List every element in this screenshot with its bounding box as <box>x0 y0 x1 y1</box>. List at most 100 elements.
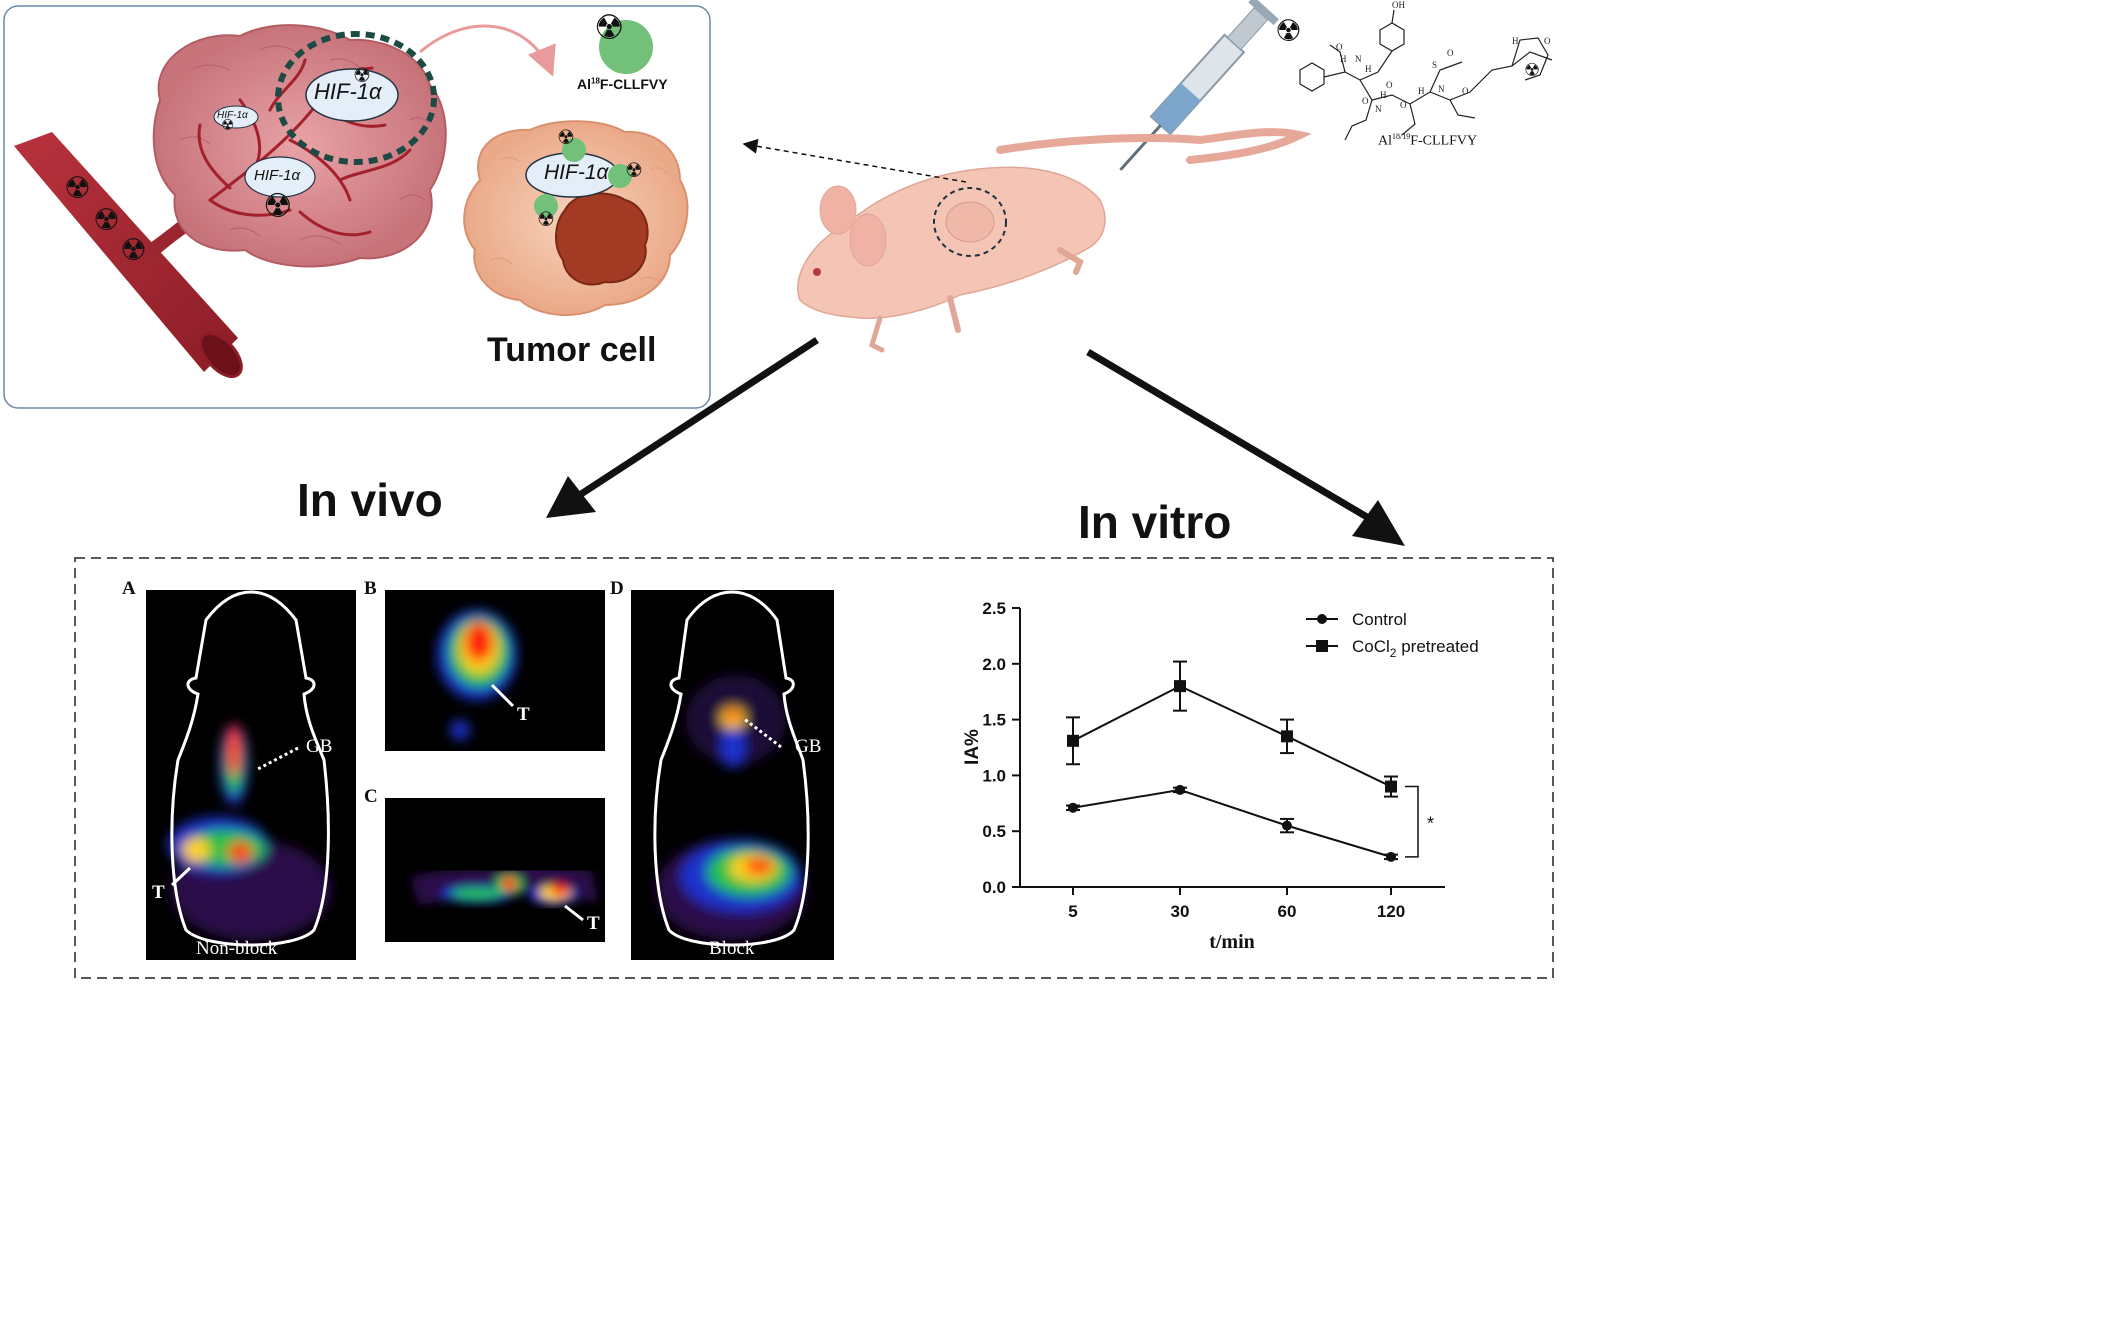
chem-tracer-label: Al18/19F-CLLFVY <box>1378 132 1478 149</box>
chem-atom-label: H <box>1512 36 1519 46</box>
tumor-label-b: T <box>517 704 530 725</box>
chem-atom-label: O <box>1400 100 1407 110</box>
pet-image-a <box>168 590 331 947</box>
chem-atom-label: O <box>1447 48 1454 58</box>
pet-image-b <box>437 610 517 740</box>
x-tick-label: 120 <box>1377 902 1405 921</box>
data-point <box>1281 730 1293 743</box>
y-tick-label: 0.5 <box>982 822 1006 841</box>
radiation-icon: ☢ <box>221 117 235 134</box>
chem-atom-label: N <box>1375 104 1382 114</box>
pet-letter-a: A <box>122 578 136 599</box>
pet-panel-d: Block GB <box>631 590 834 960</box>
hif-ellipse-large <box>305 68 399 122</box>
y-tick-label: 2.0 <box>982 655 1006 674</box>
chemical-structure <box>1299 9 1553 141</box>
radiation-icon: ☢ <box>93 204 120 237</box>
figure: 0.0 0.5 1.0 1.5 2.0 2.5 5 30 60 120 t/min IA% Contro… <box>3 0 1554 979</box>
data-point <box>1068 802 1078 813</box>
hif-label-large: HIF-1α <box>314 79 382 104</box>
x-tick-label: 60 <box>1278 902 1297 921</box>
radiation-icon: ☢ <box>594 9 625 47</box>
tracer-arrow <box>419 24 556 77</box>
pet-panel-c: T <box>385 798 605 942</box>
x-tick-label: 30 <box>1171 902 1190 921</box>
chem-atom-label: OH <box>1392 0 1405 10</box>
data-point <box>1386 851 1396 862</box>
chem-atom-label: O <box>1336 42 1343 52</box>
gb-label-d: GB <box>795 736 822 757</box>
tracer-ligand <box>599 20 653 74</box>
gb-label-a: GB <box>306 736 333 757</box>
data-point <box>1175 784 1185 795</box>
radiation-icon: ☢ <box>1524 60 1541 80</box>
pet-letter-d: D <box>610 578 624 599</box>
significance-bracket <box>1405 785 1419 858</box>
hif-label-cell: HIF-1α <box>544 161 609 184</box>
legend-marker <box>1316 640 1328 652</box>
legend-label: Control <box>1352 610 1407 629</box>
data-point <box>1067 734 1079 747</box>
data-point <box>1385 780 1397 793</box>
legend-label: CoCl2 pretreated <box>1352 637 1479 660</box>
chem-atom-label: O <box>1462 86 1469 96</box>
radiation-icon: ☢ <box>557 127 575 149</box>
mouse <box>797 128 1312 353</box>
chem-atom-label: S <box>1432 60 1438 70</box>
pet-caption-a: Non-block <box>196 938 278 959</box>
radiation-icon: ☢ <box>625 160 643 182</box>
radiation-icon: ☢ <box>537 209 555 231</box>
radiation-icon: ☢ <box>120 234 147 267</box>
tracer-label: Al18F-CLLFVY <box>577 76 668 92</box>
chem-atom-label: H <box>1380 90 1387 100</box>
y-tick-label: 1.0 <box>982 766 1006 785</box>
y-tick-label: 2.5 <box>982 599 1006 618</box>
arrow-in-vivo <box>546 337 819 518</box>
pet-caption-d: Block <box>709 938 755 959</box>
chem-atom-label: O <box>1386 80 1393 90</box>
dashed-arrow <box>742 138 967 183</box>
arrow-in-vitro <box>1086 348 1405 546</box>
hif-label-mid: HIF-1α <box>254 167 301 184</box>
pet-image-c <box>410 862 598 922</box>
y-axis-label: IA% <box>962 729 983 765</box>
pet-panel-a: Non-block GB T <box>146 590 356 960</box>
chem-atom-label: O <box>1544 36 1551 46</box>
ia-chart: 0.0 0.5 1.0 1.5 2.0 2.5 5 30 60 120 t/min IA% Contro… <box>962 599 1479 953</box>
hif-ellipse-mid <box>244 156 316 198</box>
chem-atom-label: O <box>1362 96 1369 106</box>
x-axis-label: t/min <box>1209 931 1255 953</box>
series-line <box>1072 685 1392 788</box>
legend-marker <box>1317 614 1327 624</box>
y-tick-label: 1.5 <box>982 711 1006 730</box>
in-vitro-title: In vitro <box>1078 496 1232 548</box>
in-vivo-title: In vivo <box>297 474 443 526</box>
pet-letter-b: B <box>364 578 377 599</box>
results-frame <box>74 557 1554 979</box>
data-point <box>1174 680 1186 693</box>
chem-atom-label: N <box>1438 84 1445 94</box>
tumor-site-marker <box>933 187 1007 257</box>
x-tick-label: 5 <box>1068 902 1077 921</box>
chem-atom-label: H <box>1418 86 1425 96</box>
radiation-icon: ☢ <box>1275 15 1302 48</box>
tumor-label-c: T <box>587 913 600 934</box>
chem-atom-label: H <box>1365 64 1372 74</box>
chem-atom-label: H <box>1340 54 1347 64</box>
highlight-ring <box>275 31 437 165</box>
tumor-label-a: T <box>152 882 165 903</box>
radiation-icon: ☢ <box>64 172 91 205</box>
radiation-icon: ☢ <box>263 187 293 224</box>
hif-ellipse-small <box>213 105 259 129</box>
syringe <box>1119 0 1279 171</box>
radiation-icon: ☢ <box>353 65 371 87</box>
significance-mark: * <box>1427 814 1434 834</box>
chem-atom-label: N <box>1355 54 1362 64</box>
pet-image-d <box>653 590 810 947</box>
pet-panel-b: T <box>385 590 605 751</box>
tumor-cell-label: Tumor cell <box>487 331 657 369</box>
hif-label-small: HIF-1α <box>217 110 248 121</box>
tumor-cell <box>463 120 689 316</box>
figure-canvas: 0.0 0.5 1.0 1.5 2.0 2.5 5 30 60 120 t/min IA% Contro… <box>3 0 1554 979</box>
data-point <box>1282 820 1292 831</box>
